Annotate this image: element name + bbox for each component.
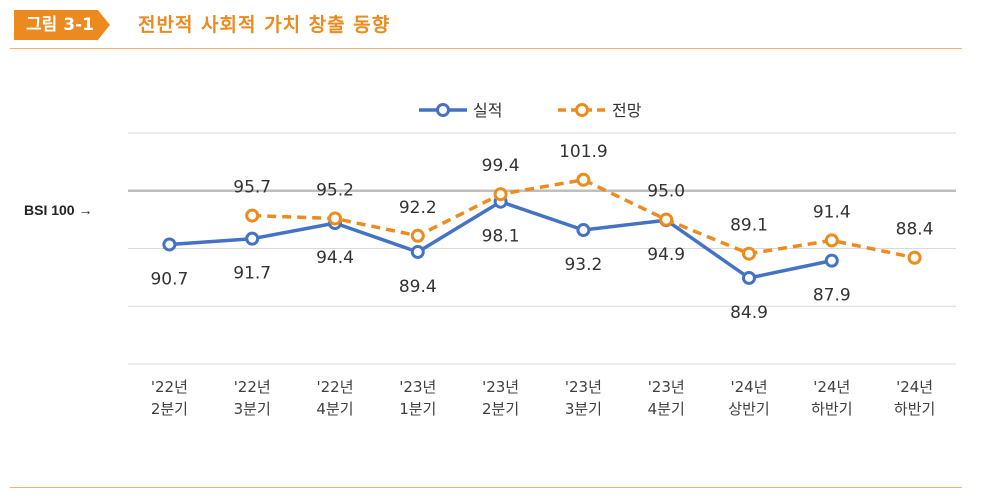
data-label-forecast: 99.4 xyxy=(482,156,520,176)
data-point-actual xyxy=(576,223,591,238)
x-tick-label: '23년 xyxy=(482,378,519,396)
data-label-actual: 98.1 xyxy=(482,227,520,247)
x-tick-label: '24년 xyxy=(896,378,933,396)
x-tick-label: '22년 xyxy=(234,378,271,396)
data-point-forecast xyxy=(659,212,674,227)
footer-divider xyxy=(10,487,962,488)
x-tick-label: 4분기 xyxy=(648,400,685,418)
x-tick-label: 3분기 xyxy=(565,400,602,418)
legend-label-forecast: 전망 xyxy=(612,101,642,120)
data-label-forecast: 95.2 xyxy=(316,180,354,200)
data-point-actual xyxy=(410,244,425,259)
legend-label-actual: 실적 xyxy=(473,101,502,120)
data-point-forecast xyxy=(410,228,425,243)
data-point-actual xyxy=(245,231,260,246)
data-label-forecast: 95.7 xyxy=(233,178,271,198)
data-label-forecast: 95.0 xyxy=(647,182,685,202)
x-tick-label: 2분기 xyxy=(151,400,188,418)
data-label-actual: 89.4 xyxy=(399,277,437,297)
data-label-forecast: 101.9 xyxy=(559,142,608,162)
x-tick-label: '22년 xyxy=(316,378,353,396)
data-label-actual: 91.7 xyxy=(233,264,271,284)
x-tick-label: '24년 xyxy=(813,378,850,396)
data-label-actual: 87.9 xyxy=(813,286,851,306)
data-point-forecast xyxy=(907,250,922,265)
x-tick-label: 상반기 xyxy=(728,400,769,418)
figure-header: 그림 3-1 전반적 사회적 가치 창출 동향 xyxy=(0,0,982,50)
data-point-forecast xyxy=(328,211,342,226)
header-divider xyxy=(10,48,962,49)
data-point-forecast xyxy=(824,233,839,248)
x-tick-label: 1분기 xyxy=(399,400,436,418)
x-tick-label: '24년 xyxy=(730,378,767,396)
x-tick-label: 하반기 xyxy=(811,400,852,418)
bsi-reference-label: BSI 100 → xyxy=(24,202,93,218)
legend-marker-forecast xyxy=(575,103,589,117)
data-label-actual: 94.4 xyxy=(316,248,354,268)
x-tick-label: 2분기 xyxy=(482,400,519,418)
figure-title: 전반적 사회적 가치 창출 동향 xyxy=(138,14,391,36)
x-tick-label: '23년 xyxy=(565,378,602,396)
x-tick-label: '23년 xyxy=(399,378,436,396)
data-label-forecast: 91.4 xyxy=(813,202,851,222)
data-label-forecast: 92.2 xyxy=(399,198,437,218)
x-tick-label: '23년 xyxy=(648,378,685,396)
data-point-actual xyxy=(824,253,839,268)
figure-number-tag: 그림 3-1 xyxy=(14,10,110,40)
data-point-forecast xyxy=(245,208,260,223)
data-point-actual xyxy=(742,270,756,285)
data-label-actual: 93.2 xyxy=(564,255,602,275)
data-point-actual xyxy=(162,237,177,252)
x-tick-label: 하반기 xyxy=(894,400,935,418)
x-tick-label: 3분기 xyxy=(234,400,271,418)
legend-marker-actual xyxy=(436,103,450,117)
data-label-actual: 90.7 xyxy=(150,269,188,289)
data-label-actual: 84.9 xyxy=(730,303,768,323)
series-line-forecast xyxy=(252,178,915,260)
data-label-actual: 94.9 xyxy=(647,245,685,265)
data-point-forecast xyxy=(576,172,591,187)
x-tick-label: 4분기 xyxy=(316,400,353,418)
data-label-forecast: 89.1 xyxy=(730,216,768,236)
x-tick-label: '22년 xyxy=(151,378,188,396)
data-point-forecast xyxy=(493,187,508,202)
data-label-forecast: 88.4 xyxy=(896,220,934,240)
data-point-forecast xyxy=(742,246,756,261)
